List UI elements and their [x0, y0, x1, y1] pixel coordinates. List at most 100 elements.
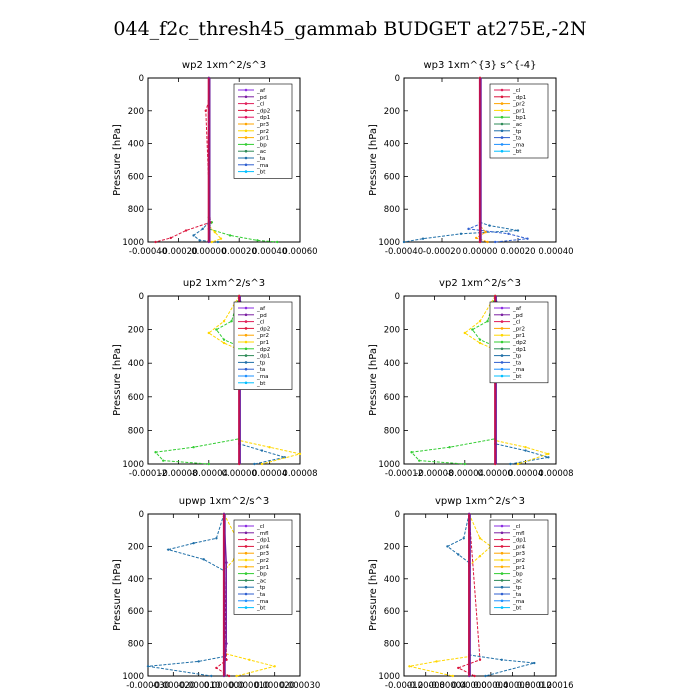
series-point	[215, 537, 218, 540]
x-tick-label: -0.00040	[385, 247, 423, 257]
y-tick-label: 200	[384, 542, 400, 552]
series-point	[219, 237, 223, 240]
series-line	[410, 295, 496, 465]
x-tick-label: -0.00012	[385, 681, 423, 691]
series-point	[457, 553, 460, 556]
series-point	[478, 341, 482, 345]
series-point	[213, 230, 217, 234]
legend-marker	[500, 306, 504, 310]
series-point	[154, 240, 157, 244]
x-tick-label: 0.00008	[495, 681, 530, 691]
y-axis-label: Pressure [hPa]	[112, 124, 123, 196]
x-tick-label: 0.00012	[517, 681, 552, 691]
y-tick-label: 0	[395, 510, 400, 520]
legend-marker	[500, 149, 504, 153]
legend-marker	[244, 136, 248, 139]
plot-frame	[147, 295, 301, 465]
x-tick-label: -0.00020	[423, 247, 461, 257]
legend-marker	[500, 320, 504, 323]
legend-label: _ma	[256, 374, 268, 380]
series-point	[167, 548, 170, 551]
legend-label: _ma	[256, 163, 268, 169]
legend-marker	[500, 88, 504, 92]
series-point	[197, 660, 200, 663]
series-point	[222, 338, 226, 341]
series-point	[446, 545, 449, 548]
y-tick-label: 0	[395, 74, 400, 84]
legend-label: _ac	[256, 149, 266, 155]
series-point	[256, 239, 259, 242]
y-tick-label: 800	[384, 205, 400, 215]
legend-label: _bt	[512, 149, 522, 155]
legend-label: _mfl	[512, 531, 525, 537]
legend-marker	[500, 565, 504, 569]
legend-label: _pr1	[256, 565, 269, 571]
legend-marker	[500, 136, 504, 139]
series-point	[225, 658, 228, 661]
series-point	[154, 451, 157, 454]
x-tick-label: -0.00008	[415, 469, 453, 479]
legend-marker	[244, 572, 248, 575]
series-point	[478, 658, 482, 661]
legend-label: _dp2	[256, 108, 270, 114]
legend-label: _cl	[512, 320, 521, 326]
x-tick-label: 0.00004	[508, 469, 543, 479]
y-tick-label: 0	[139, 292, 144, 302]
legend-marker	[500, 361, 504, 364]
legend-marker	[244, 374, 248, 378]
legend-marker	[500, 333, 504, 337]
series-point	[478, 554, 482, 558]
x-tick-label: 0.00020	[500, 247, 535, 257]
series-point	[507, 232, 510, 235]
series-point	[276, 240, 279, 244]
series-point	[451, 674, 455, 678]
legend-label: _af	[256, 88, 266, 94]
legend-label: _pd	[256, 313, 267, 319]
panel-title: wp3 1xm^{3} s^{-4}	[423, 60, 536, 71]
x-tick-label: 0.00000	[222, 469, 257, 479]
legend-marker	[244, 320, 248, 323]
y-tick-label: 1000	[122, 672, 144, 682]
x-tick-label: 0.00040	[538, 247, 573, 257]
legend-label: _pr2	[256, 129, 269, 135]
series-point	[467, 227, 470, 231]
x-tick-label: 0.000010	[229, 681, 270, 691]
legend: _af_pd_cl_dp2_dp1_pr3_pr2_pr1_bp_ac_ta_m…	[233, 83, 293, 179]
legend-label: _bp	[256, 142, 267, 148]
series-point	[421, 237, 425, 240]
legend-marker	[500, 354, 504, 357]
series-point	[494, 240, 497, 244]
series-point	[225, 642, 228, 645]
legend-label: _tp	[256, 585, 266, 591]
x-tick-label: 0.00004	[473, 681, 508, 691]
y-tick-label: 600	[128, 393, 144, 403]
y-tick-label: 400	[128, 140, 144, 150]
legend-marker	[500, 531, 504, 535]
legend-label: _pr1	[256, 136, 269, 142]
series-point	[146, 665, 150, 668]
legend-marker	[244, 354, 248, 357]
series-point	[230, 320, 233, 323]
x-tick-label: 0.000030	[280, 681, 321, 691]
legend-marker	[500, 313, 504, 317]
y-tick-label: 600	[384, 607, 400, 617]
legend-label: _pr3	[256, 122, 270, 128]
legend-label: _dp1	[512, 347, 526, 353]
series-point	[547, 456, 550, 459]
series-point	[162, 459, 165, 462]
series-line	[238, 295, 285, 465]
series-point	[500, 658, 503, 661]
series-point	[273, 665, 276, 668]
legend-label: _pr1	[512, 565, 525, 571]
series-point	[227, 674, 231, 678]
legend-label: _bt	[256, 606, 266, 612]
legend: _af_pd_cl_pr2_pr1_dp2_dp1_tp_ta_ma_bt	[489, 301, 549, 384]
legend-label: _pr3	[512, 551, 526, 557]
series-point	[192, 541, 195, 545]
x-tick-label: -0.00008	[159, 469, 197, 479]
x-tick-label: -0.000020	[152, 681, 196, 691]
x-tick-label: -0.000030	[126, 681, 170, 691]
series-point	[526, 237, 529, 240]
legend-marker	[500, 606, 504, 609]
legend-label: _pr2	[256, 558, 269, 564]
